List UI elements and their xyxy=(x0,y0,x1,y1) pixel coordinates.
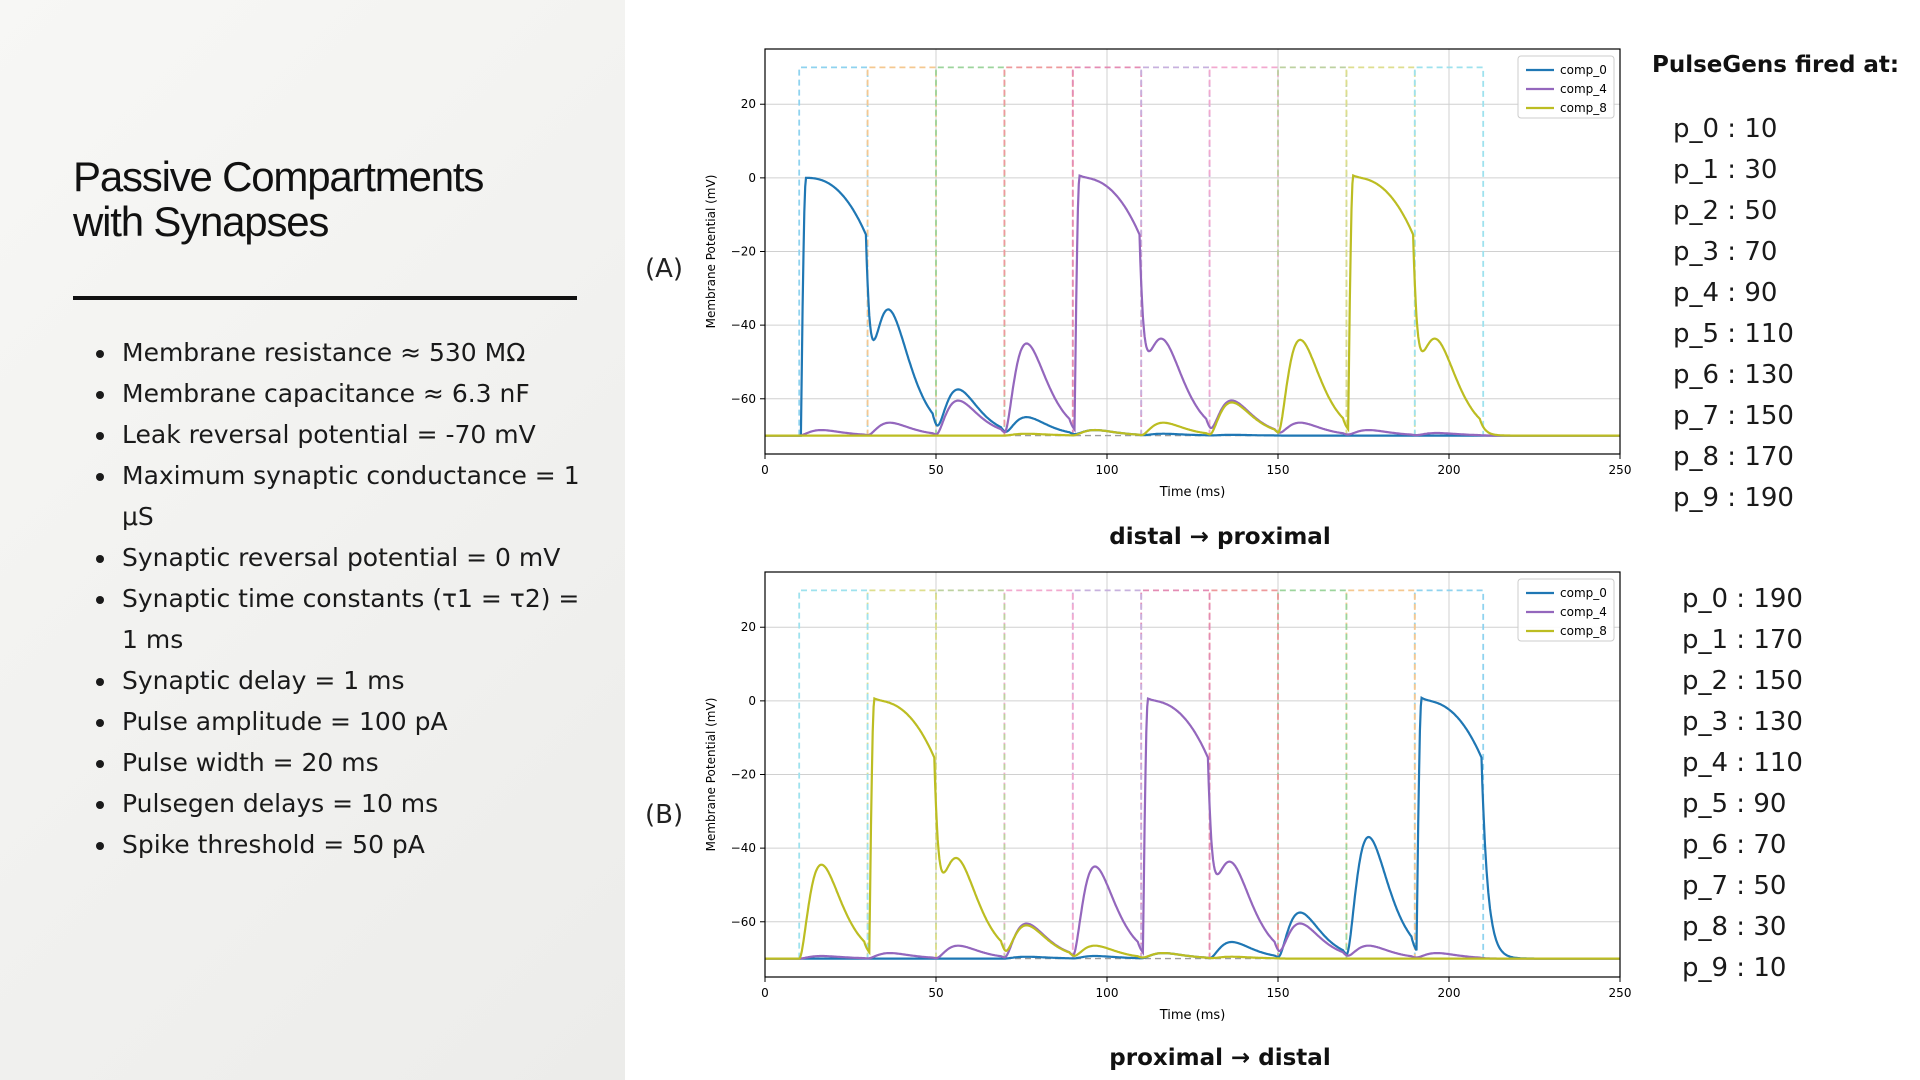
x-tick-label: 100 xyxy=(1096,463,1119,477)
left-panel xyxy=(0,0,625,1080)
parameter-item: Spike threshold = 50 pA xyxy=(118,824,588,865)
x-tick-label: 50 xyxy=(928,463,943,477)
parameter-item: Membrane resistance ≈ 530 MΩ xyxy=(118,332,588,373)
panel-label-a: (A) xyxy=(645,254,684,284)
parameter-item: Pulsegen delays = 10 ms xyxy=(118,783,588,824)
pulsegen-item: p_0 : 190 xyxy=(1682,584,1803,614)
pulsegen-item: p_4 : 90 xyxy=(1673,278,1778,308)
y-tick-label: 0 xyxy=(748,171,756,185)
title-divider xyxy=(73,296,577,300)
parameter-item: Pulse amplitude = 100 pA xyxy=(118,701,588,742)
pulsegen-item: p_5 : 90 xyxy=(1682,789,1787,819)
x-tick-label: 150 xyxy=(1267,986,1290,1000)
y-tick-label: 0 xyxy=(748,694,756,708)
pulsegen-item: p_2 : 150 xyxy=(1682,666,1803,696)
series-line-comp-8 xyxy=(765,173,1620,437)
parameter-item: Membrane capacitance ≈ 6.3 nF xyxy=(118,373,588,414)
parameter-item: Synaptic time constants (τ1 = τ2) = 1 ms xyxy=(118,578,588,660)
y-axis-label: Membrane Potential (mV) xyxy=(704,698,718,852)
x-tick-label: 150 xyxy=(1267,463,1290,477)
x-tick-label: 200 xyxy=(1438,986,1461,1000)
pulsegen-item: p_3 : 130 xyxy=(1682,707,1803,737)
pulsegen-item: p_8 : 170 xyxy=(1673,442,1794,472)
pulsegen-item: p_2 : 50 xyxy=(1673,196,1778,226)
legend-label: comp_0 xyxy=(1560,63,1607,77)
pulsegen-list-b: p_0 : 190 p_1 : 170 p_2 : 150 p_3 : 130 p_4 … xyxy=(1682,579,1803,989)
y-tick-label: −40 xyxy=(731,318,756,332)
y-tick-label: −60 xyxy=(731,392,756,406)
parameter-item: Leak reversal potential = -70 mV xyxy=(118,414,588,455)
x-tick-label: 50 xyxy=(928,986,943,1000)
pulsegen-item: p_3 : 70 xyxy=(1673,237,1778,267)
caption-b: proximal → distal xyxy=(1109,1045,1331,1071)
pulsegen-item: p_1 : 30 xyxy=(1673,155,1778,185)
pulsegen-item: p_1 : 170 xyxy=(1682,625,1803,655)
legend-label: comp_4 xyxy=(1560,605,1607,619)
pulse-outline xyxy=(1413,66,1485,436)
legend-label: comp_8 xyxy=(1560,624,1607,638)
caption-a: distal → proximal xyxy=(1109,524,1331,550)
x-tick-label: 200 xyxy=(1438,463,1461,477)
y-tick-label: 20 xyxy=(741,97,756,111)
x-tick-label: 0 xyxy=(761,986,769,1000)
x-tick-label: 100 xyxy=(1096,986,1119,1000)
series-line-comp-4 xyxy=(765,174,1620,437)
pulsegen-item: p_9 : 190 xyxy=(1673,483,1794,513)
y-tick-label: 20 xyxy=(741,620,756,634)
slide-title: Passive Compartments with Synapses xyxy=(73,153,484,245)
x-tick-label: 250 xyxy=(1609,986,1632,1000)
pulsegens-heading: PulseGens fired at: xyxy=(1652,52,1900,78)
pulsegen-item: p_6 : 70 xyxy=(1682,830,1787,860)
legend xyxy=(1517,578,1615,642)
panel-label-b: (B) xyxy=(645,800,684,830)
parameter-item: Synaptic delay = 1 ms xyxy=(118,660,588,701)
parameter-item: Synaptic reversal potential = 0 mV xyxy=(118,537,588,578)
pulse-outline xyxy=(798,589,869,959)
y-tick-label: −20 xyxy=(731,245,756,259)
pulsegen-list-a: p_0 : 10 p_1 : 30 p_2 : 50 p_3 : 70 p_4 : 90… xyxy=(1673,109,1794,519)
pulsegen-item: p_5 : 110 xyxy=(1673,319,1794,349)
pulsegen-item: p_0 : 10 xyxy=(1673,114,1778,144)
x-axis-label: Time (ms) xyxy=(1159,485,1226,500)
parameter-list: Membrane resistance ≈ 530 MΩMembrane cap… xyxy=(96,332,588,865)
legend-label: comp_8 xyxy=(1560,101,1607,115)
legend-label: comp_4 xyxy=(1560,82,1607,96)
legend-label: comp_0 xyxy=(1560,586,1607,600)
x-axis-label: Time (ms) xyxy=(1159,1008,1226,1023)
series-line-comp-4 xyxy=(765,697,1620,960)
y-tick-label: −20 xyxy=(731,768,756,782)
x-tick-label: 250 xyxy=(1609,463,1632,477)
series-line-comp-8 xyxy=(765,696,1620,960)
legend xyxy=(1517,55,1615,119)
pulsegen-item: p_8 : 30 xyxy=(1682,912,1787,942)
pulsegen-item: p_4 : 110 xyxy=(1682,748,1803,778)
parameter-item: Pulse width = 20 ms xyxy=(118,742,588,783)
pulsegen-item: p_6 : 130 xyxy=(1673,360,1794,390)
pulsegen-item: p_7 : 50 xyxy=(1682,871,1787,901)
pulsegen-item: p_7 : 150 xyxy=(1673,401,1794,431)
x-tick-label: 0 xyxy=(761,463,769,477)
y-axis-label: Membrane Potential (mV) xyxy=(704,175,718,329)
chart-b: 0 50 100 150 200 250 20 0 −20 −40 −60 Time (ms) Memb… xyxy=(690,557,1640,1037)
y-tick-label: −40 xyxy=(731,841,756,855)
y-tick-label: −60 xyxy=(731,915,756,929)
parameter-item: Maximum synaptic conductance = 1 μS xyxy=(118,455,588,537)
chart-a: 0 50 100 150 200 250 20 0 −20 −40 −60 Time (ms) Memb… xyxy=(690,34,1640,514)
pulsegen-item: p_9 : 10 xyxy=(1682,953,1787,983)
